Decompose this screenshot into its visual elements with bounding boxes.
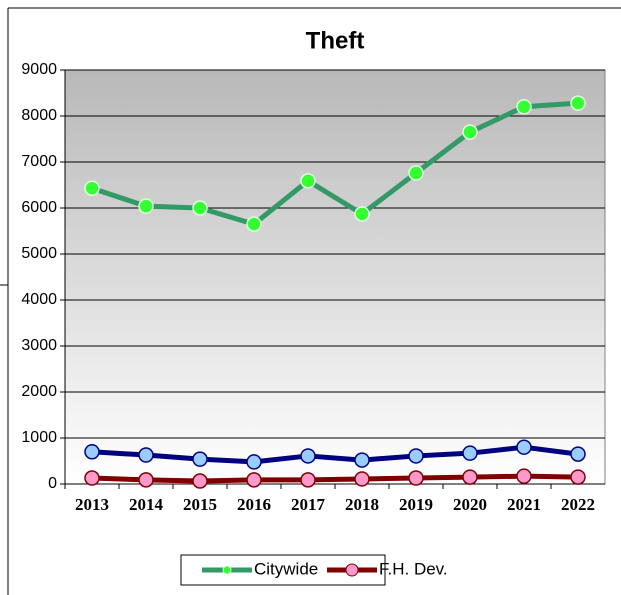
- marker: [462, 124, 478, 140]
- series-line: [91, 100, 579, 227]
- y-tick-label: 9000: [21, 61, 57, 78]
- marker: [462, 445, 478, 461]
- marker: [192, 200, 208, 216]
- x-tick-label: 2020: [453, 495, 487, 514]
- y-tick-label: 3000: [21, 337, 57, 354]
- marker: [516, 468, 532, 484]
- legend-label: Citywide: [254, 559, 318, 578]
- marker: [408, 165, 424, 181]
- x-tick-label: 2018: [345, 495, 379, 514]
- marker: [246, 216, 262, 232]
- marker: [408, 470, 424, 486]
- marker: [138, 198, 154, 214]
- marker: [138, 447, 154, 463]
- y-tick-label: 7000: [21, 153, 57, 170]
- marker: [570, 469, 586, 485]
- series-line: [91, 444, 579, 465]
- series-line: [91, 473, 579, 484]
- legend-marker: [222, 565, 232, 575]
- marker: [516, 439, 532, 455]
- y-tick-label: 8000: [21, 107, 57, 124]
- x-tick-label: 2013: [75, 495, 109, 514]
- y-tick-label: 6000: [21, 199, 57, 216]
- marker: [354, 452, 370, 468]
- x-tick-label: 2014: [129, 495, 164, 514]
- marker: [570, 95, 586, 111]
- marker: [570, 446, 586, 462]
- y-tick-label: 2000: [21, 383, 57, 400]
- legend-marker: [345, 563, 359, 577]
- marker: [138, 472, 154, 488]
- chart-title: Theft: [306, 27, 365, 54]
- plot-area: [64, 69, 606, 485]
- x-tick-label: 2017: [291, 495, 326, 514]
- marker: [408, 448, 424, 464]
- x-tick-label: 2019: [399, 495, 433, 514]
- marker: [462, 469, 478, 485]
- x-tick-label: 2022: [561, 495, 595, 514]
- marker: [84, 470, 100, 486]
- marker: [84, 444, 100, 460]
- x-tick-label: 2016: [237, 495, 271, 514]
- marker: [300, 472, 316, 488]
- legend-label: F.H. Dev.: [379, 559, 448, 578]
- y-tick-label: 5000: [21, 245, 57, 262]
- marker: [192, 451, 208, 467]
- y-tick-label: 0: [48, 475, 57, 492]
- x-tick-label: 2021: [507, 495, 541, 514]
- marker: [246, 454, 262, 470]
- marker: [354, 471, 370, 487]
- y-tick-label: 1000: [21, 429, 57, 446]
- marker: [300, 448, 316, 464]
- marker: [192, 473, 208, 489]
- marker: [84, 180, 100, 196]
- marker: [516, 99, 532, 115]
- x-tick-label: 2015: [183, 495, 217, 514]
- y-tick-label: 4000: [21, 291, 57, 308]
- marker: [246, 472, 262, 488]
- marker: [300, 173, 316, 189]
- marker: [354, 206, 370, 222]
